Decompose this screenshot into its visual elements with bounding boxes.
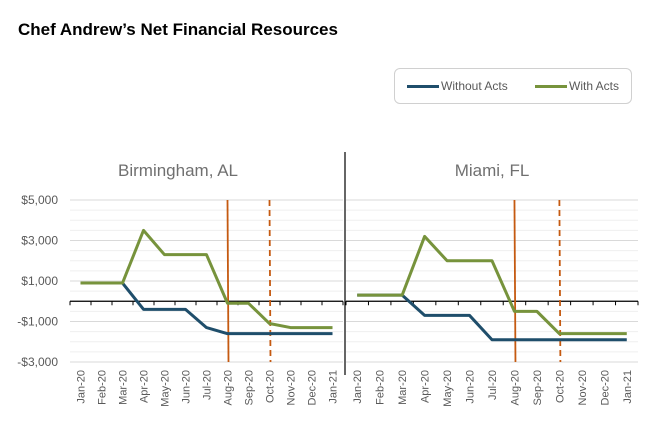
x-tick-label: May-20: [442, 370, 454, 407]
legend-item-without-acts: Without Acts: [407, 79, 508, 93]
event-marker-dashed: [558, 199, 562, 363]
y-tick-label: $1,000: [21, 274, 58, 288]
y-tick-label: -$3,000: [17, 355, 58, 369]
x-tick-label: Jan-20: [76, 370, 88, 404]
x-tick-label: Mar-20: [118, 370, 130, 405]
legend: Without Acts With Acts: [394, 68, 632, 104]
x-tick-label: Dec-20: [599, 370, 611, 405]
x-tick-label: Aug-20: [509, 370, 521, 405]
x-tick-label: Sep-20: [244, 370, 256, 405]
chart-title: Chef Andrew’s Net Financial Resources: [18, 20, 338, 39]
event-marker-solid: [226, 199, 230, 363]
x-tick-label: Jun-20: [181, 370, 193, 404]
x-tick-label: Feb-20: [375, 370, 387, 405]
panel-title: Miami, FL: [455, 161, 530, 180]
x-tick-label: Feb-20: [97, 370, 109, 405]
x-tick-label: Jul-20: [487, 370, 499, 400]
panel-0: Birmingham, AL $5,000 $3,000 $1,000 -$1,000 -…: [17, 161, 344, 407]
x-tick-label: Apr-20: [420, 370, 432, 403]
y-tick-label: $3,000: [21, 234, 58, 248]
y-tick-label: -$1,000: [17, 315, 58, 329]
x-tick-label: Sep-20: [532, 370, 544, 405]
panel-1: Miami, FL Jan-20 Feb-20 Mar-20 Apr-20 May-20 J…: [345, 161, 639, 407]
event-marker-solid: [513, 199, 517, 363]
x-tick-label: Jan-21: [328, 370, 340, 404]
x-tick-label: Aug-20: [223, 370, 235, 405]
legend-item-with-acts: With Acts: [535, 79, 619, 93]
x-tick-label: Dec-20: [307, 370, 319, 405]
x-tick-label: Apr-20: [139, 370, 151, 403]
series-line-without-acts: [80, 281, 333, 336]
panel-title: Birmingham, AL: [118, 161, 238, 180]
series-line-with-acts: [80, 228, 333, 330]
x-tick-label: Jul-20: [202, 370, 214, 400]
x-tick-label: Nov-20: [577, 370, 589, 405]
x-tick-label: Oct-20: [554, 370, 566, 403]
x-tick-label: Mar-20: [397, 370, 409, 405]
x-tick-label: Jun-20: [465, 370, 477, 404]
y-tick-label: $5,000: [21, 193, 58, 207]
legend-line-without-acts: [407, 84, 439, 88]
legend-label: With Acts: [569, 79, 620, 93]
legend-label: Without Acts: [441, 79, 508, 93]
x-tick-label: Nov-20: [286, 370, 298, 405]
event-marker-dashed: [268, 199, 272, 363]
x-tick-label: May-20: [160, 370, 172, 407]
legend-line-with-acts: [535, 84, 567, 88]
x-tick-label: Oct-20: [265, 370, 277, 403]
x-tick-label: Jan-20: [352, 370, 364, 404]
x-tick-label: Jan-21: [622, 370, 634, 404]
